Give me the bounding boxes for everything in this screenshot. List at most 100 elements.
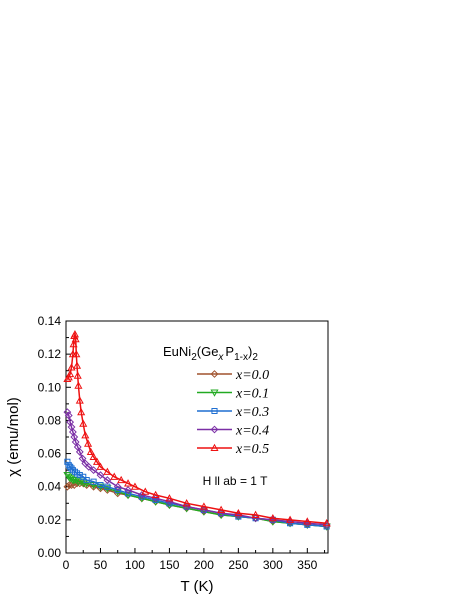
y-tick-label: 0.10 [38,380,62,394]
legend-title: EuNi2(Gex P1-x)2 [163,344,258,363]
data-point [103,485,112,493]
legend-item: x=0.4 [197,424,269,439]
data-point [71,334,80,343]
data-point [89,466,98,475]
data-point [76,472,83,479]
legend-marker [210,389,219,397]
legend-label: x=0.4 [235,424,269,439]
x-tick-label: 50 [94,558,108,572]
data-point [97,481,104,489]
data-point [66,369,75,378]
data-point [124,491,133,500]
field-annotation: H ll ab = 1 T [203,474,268,488]
data-point [69,339,78,348]
legend-label: x=0.1 [235,387,269,402]
legend: x=0.0 x=0.1 x=0.3 x=0.4 x=0.5 [197,368,269,457]
data-point [75,448,84,456]
data-point [72,349,81,358]
data-point [96,462,105,470]
data-point [74,381,83,389]
y-axis-title: χ (emu/mol) [5,397,22,477]
data-point [286,515,295,523]
series-layer [63,330,331,531]
data-point [322,518,331,527]
legend-label: x=0.3 [235,405,269,420]
data-point [63,408,72,417]
data-point [64,411,73,420]
data-point [104,483,111,490]
legend-title-end: ) [248,344,252,359]
data-point [67,363,76,371]
data-point [80,473,87,480]
data-point [141,487,150,495]
legend-item: x=0.1 [197,387,269,402]
legend-item: x=0.0 [197,368,269,383]
data-point [84,439,93,447]
data-point [303,517,312,525]
data-point [103,476,112,484]
y-tick-label: 0.12 [38,347,62,361]
legend-marker [210,370,219,378]
legend-label: x=0.5 [235,442,269,457]
y-tick-label: 0.04 [38,480,62,494]
data-point [124,479,133,487]
data-point [73,470,81,477]
data-point [124,486,132,494]
data-point [234,508,243,517]
legend-label: x=0.0 [235,368,269,383]
legend-marker [210,425,219,434]
legend-title-sub4: 2 [252,352,258,363]
data-point [92,457,102,465]
x-tick-label: 200 [194,558,214,572]
data-point [77,407,86,416]
x-tick-label: 150 [159,558,179,572]
legend-title-mid: (Ge [197,344,219,359]
data-point [251,510,260,518]
data-point [165,494,174,502]
legend-title-sub1: 2 [191,352,197,363]
data-point [117,475,126,484]
data-point [84,462,93,471]
data-point [96,483,105,491]
data-point [90,478,97,485]
legend-title-mid2: P [225,344,234,359]
y-tick-label: 0.08 [38,413,62,427]
data-point [83,477,90,484]
data-point [151,490,160,499]
data-point [199,502,208,510]
legend-item: x=0.5 [197,442,269,457]
x-ticks: 0 50 100 150 200 250 300 350 [63,548,326,572]
x-tick-label: 350 [297,558,317,572]
series-line [66,411,327,526]
data-point [103,467,112,475]
data-point [217,505,226,513]
y-tick-label: 0.06 [38,447,62,461]
x-tick-label: 0 [63,558,70,572]
y-ticks: 0.00 0.02 0.04 0.06 0.08 0.10 0.12 0.14 [38,314,71,560]
data-point [130,482,139,490]
legend-marker [211,407,218,415]
data-point [182,499,191,507]
data-point [110,472,119,480]
data-point [81,431,90,439]
data-point [67,481,76,489]
y-tick-label: 0.00 [38,546,62,560]
data-point [323,523,330,530]
data-point [96,471,105,480]
data-point [78,454,87,463]
data-point [89,452,98,460]
legend-item: x=0.3 [197,405,269,420]
data-point [113,488,122,496]
legend-title-sub3: 1-x [234,352,248,363]
x-tick-label: 250 [228,558,248,572]
x-axis-title: T (K) [180,578,213,595]
data-point [86,447,95,455]
data-point [73,371,82,379]
series-line [66,331,327,524]
legend-marker [210,443,219,452]
data-point [72,477,81,485]
legend-title-sub2: x [217,352,224,363]
y-tick-label: 0.02 [38,513,62,527]
data-point [69,467,76,474]
